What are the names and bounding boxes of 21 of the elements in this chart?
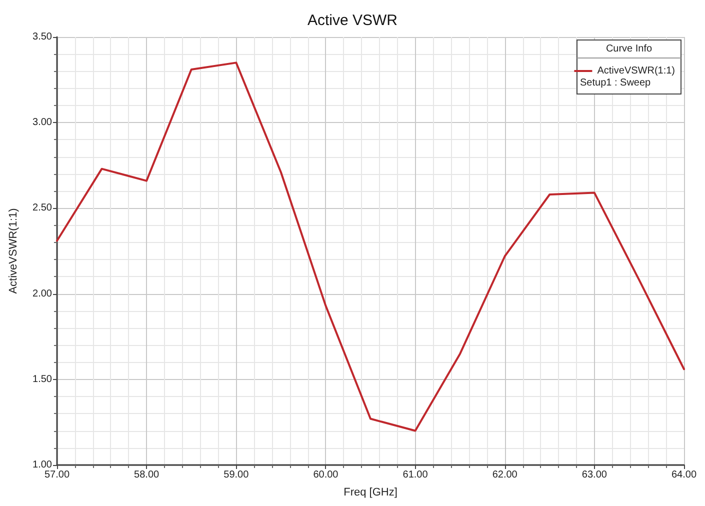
y-tick-label: 3.50 <box>32 32 52 42</box>
legend-title: Curve Info <box>606 44 652 54</box>
x-tick-label: 62.00 <box>492 470 518 480</box>
x-tick-label: 58.00 <box>134 470 160 480</box>
y-tick-label: 3.00 <box>32 117 52 128</box>
x-axis-title: Freq [GHz] <box>344 486 398 498</box>
x-tick-label: 63.00 <box>582 470 608 480</box>
x-tick-label: 57.00 <box>44 470 70 480</box>
annotation: Setup1 : Sweep <box>580 78 652 88</box>
y-tick-label: 2.50 <box>32 202 52 214</box>
x-tick-label: 60.00 <box>313 470 339 480</box>
y-tick-label: 1.00 <box>32 460 52 470</box>
x-tick-label: 64.00 <box>671 470 697 480</box>
x-tick-label: 61.00 <box>402 470 428 480</box>
line-series <box>56 62 685 432</box>
y-tick-label: 2.00 <box>32 288 52 300</box>
y-axis-title: ActiveVSWR(1:1) <box>8 208 20 294</box>
legend-label: ActiveVSWR(1:1) <box>597 66 676 76</box>
chart-title: Active VSWR <box>307 12 398 29</box>
x-tick-label: 59.00 <box>224 470 250 480</box>
y-tick-label: 1.50 <box>32 374 52 385</box>
